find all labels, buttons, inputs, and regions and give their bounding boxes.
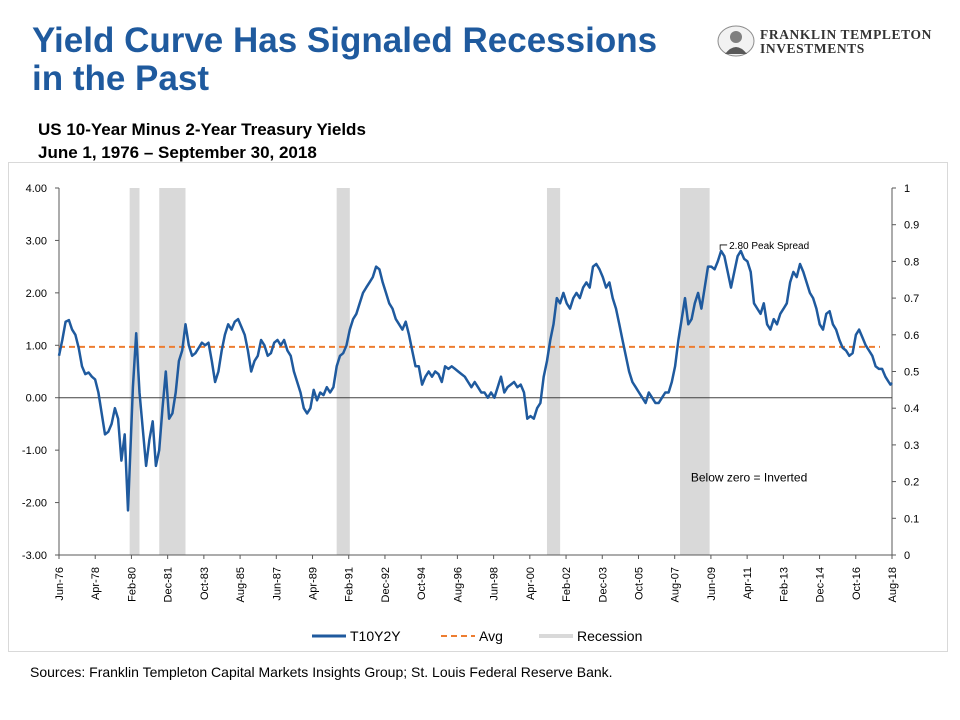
x-tick-label: Oct-83 xyxy=(199,567,211,600)
y2-tick-label: 0.5 xyxy=(904,367,919,379)
page-title: Yield Curve Has Signaled Recessions in t… xyxy=(32,22,692,98)
inverted-annotation: Below zero = Inverted xyxy=(691,471,807,485)
x-tick-label: Feb-91 xyxy=(344,567,356,602)
x-tick-label: Oct-16 xyxy=(851,567,863,600)
recession-band xyxy=(159,188,186,555)
logo-line-1: FRANKLIN TEMPLETON xyxy=(760,27,932,42)
series-line-t10y2y xyxy=(57,249,893,512)
x-tick-label: Aug-85 xyxy=(235,567,247,602)
x-tick-label: Dec-92 xyxy=(380,567,392,602)
peak-annotation: 2.80 Peak Spread xyxy=(729,241,809,252)
x-tick-label: Aug-96 xyxy=(452,567,464,602)
x-tick-label: Jun-87 xyxy=(271,567,283,601)
x-tick-label: Feb-13 xyxy=(778,567,790,602)
y2-tick-label: 0.7 xyxy=(904,293,919,305)
y2-tick-label: 0.9 xyxy=(904,220,919,232)
x-tick-label: Feb-80 xyxy=(126,567,138,602)
chart-frame: 4.00 3.00 2.00 1.00 0.00 -1.00 -2.00 -3.00 1 0.9 0… xyxy=(8,162,948,652)
x-tick-label: Oct-05 xyxy=(633,567,645,600)
yield-curve-chart: 4.00 3.00 2.00 1.00 0.00 -1.00 -2.00 -3.00 1 0.9 0… xyxy=(22,183,919,644)
subtitle-line-2: June 1, 1976 – September 30, 2018 xyxy=(38,143,317,162)
sources-note: Sources: Franklin Templeton Capital Mark… xyxy=(30,664,613,680)
x-tick-label: Dec-03 xyxy=(597,567,609,602)
x-tick-label: Apr-78 xyxy=(90,567,102,600)
y-tick-label: -3.00 xyxy=(22,550,47,562)
legend-label: Avg xyxy=(479,628,503,644)
x-tick-label: Aug-07 xyxy=(670,567,682,602)
x-tick-label: Oct-94 xyxy=(416,567,428,600)
x-tick-label: Dec-14 xyxy=(815,567,827,602)
franklin-templeton-logo: FRANKLIN TEMPLETON INVESTMENTS xyxy=(716,24,936,60)
y-tick-label: -2.00 xyxy=(22,498,47,510)
legend-label: Recession xyxy=(577,628,642,644)
franklin-portrait-icon xyxy=(717,25,755,57)
logo-line-2: INVESTMENTS xyxy=(760,41,865,56)
y2-tick-label: 0.4 xyxy=(904,403,919,415)
x-tick-label: Jun-98 xyxy=(489,567,501,601)
recession-band xyxy=(546,188,561,555)
y2-tick-label: 0 xyxy=(904,550,910,562)
y-tick-label: 3.00 xyxy=(26,235,47,247)
logo-wordmark: FRANKLIN TEMPLETON INVESTMENTS xyxy=(760,28,932,56)
peak-annotation-leader xyxy=(719,244,728,250)
x-tick-label: Apr-00 xyxy=(525,567,537,600)
y2-tick-label: 1 xyxy=(904,183,910,195)
y2-tick-label: 0.6 xyxy=(904,330,919,342)
title-line-1: Yield Curve Has Signaled Recessions xyxy=(32,21,658,60)
y2-tick-label: 0.1 xyxy=(904,513,919,525)
y-tick-label: 2.00 xyxy=(26,288,47,300)
x-tick-label: Jun-76 xyxy=(54,567,66,601)
y2-tick-label: 0.2 xyxy=(904,477,919,489)
recession-band xyxy=(336,188,350,555)
y-tick-label: -1.00 xyxy=(22,445,47,457)
y2-tick-label: 0.3 xyxy=(904,440,919,452)
x-tick-label: Aug-18 xyxy=(887,567,899,602)
y-tick-label: 0.00 xyxy=(26,393,47,405)
x-tick-label: Feb-02 xyxy=(561,567,573,602)
y-tick-label: 4.00 xyxy=(26,183,47,195)
title-line-2: in the Past xyxy=(32,59,209,98)
x-tick-label: Dec-81 xyxy=(163,567,175,602)
y2-tick-label: 0.8 xyxy=(904,256,919,268)
x-tick-label: Apr-89 xyxy=(308,567,320,600)
x-tick-label: Jun-09 xyxy=(706,567,718,601)
x-tick-label: Apr-11 xyxy=(742,567,754,599)
chart-subtitle: US 10-Year Minus 2-Year Treasury Yields … xyxy=(38,118,366,164)
legend-label: T10Y2Y xyxy=(350,628,401,644)
y-tick-label: 1.00 xyxy=(26,340,47,352)
recession-band xyxy=(680,188,710,555)
subtitle-line-1: US 10-Year Minus 2-Year Treasury Yields xyxy=(38,120,366,139)
